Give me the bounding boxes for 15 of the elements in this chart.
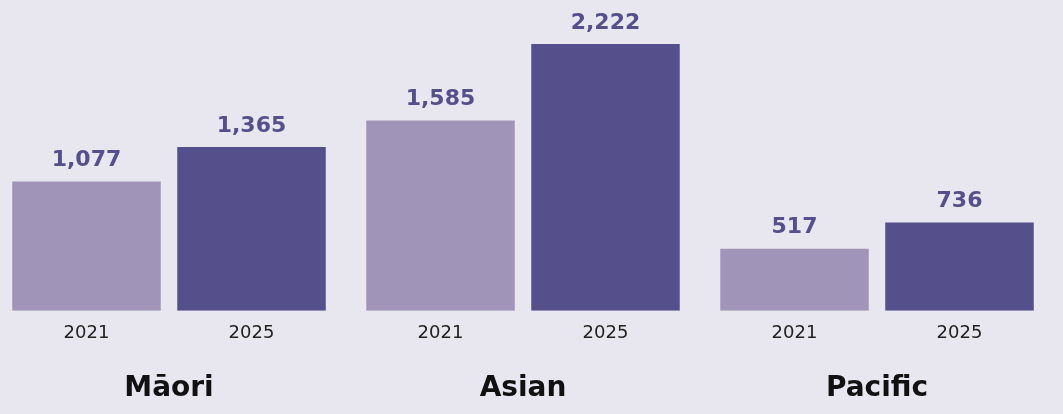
x-tick-label: 2025 [936,321,983,343]
x-tick-label: 2025 [582,321,629,343]
x-tick-label: 2021 [417,321,464,343]
data-label: 517 [771,213,818,239]
x-axis-title: Māori [124,370,214,404]
x-axis-title: Pacific [825,370,929,404]
data-label: 1,585 [405,85,476,111]
data-label: 2,222 [570,8,641,34]
data-label: 736 [936,187,983,213]
data-label: 1,365 [216,111,287,137]
x-tick-label: 2025 [228,321,275,343]
data-label: 1,077 [51,146,122,172]
x-tick-label: 2021 [63,321,110,343]
x-axis-title: Asian [479,370,567,404]
x-tick-label: 2021 [771,321,818,343]
